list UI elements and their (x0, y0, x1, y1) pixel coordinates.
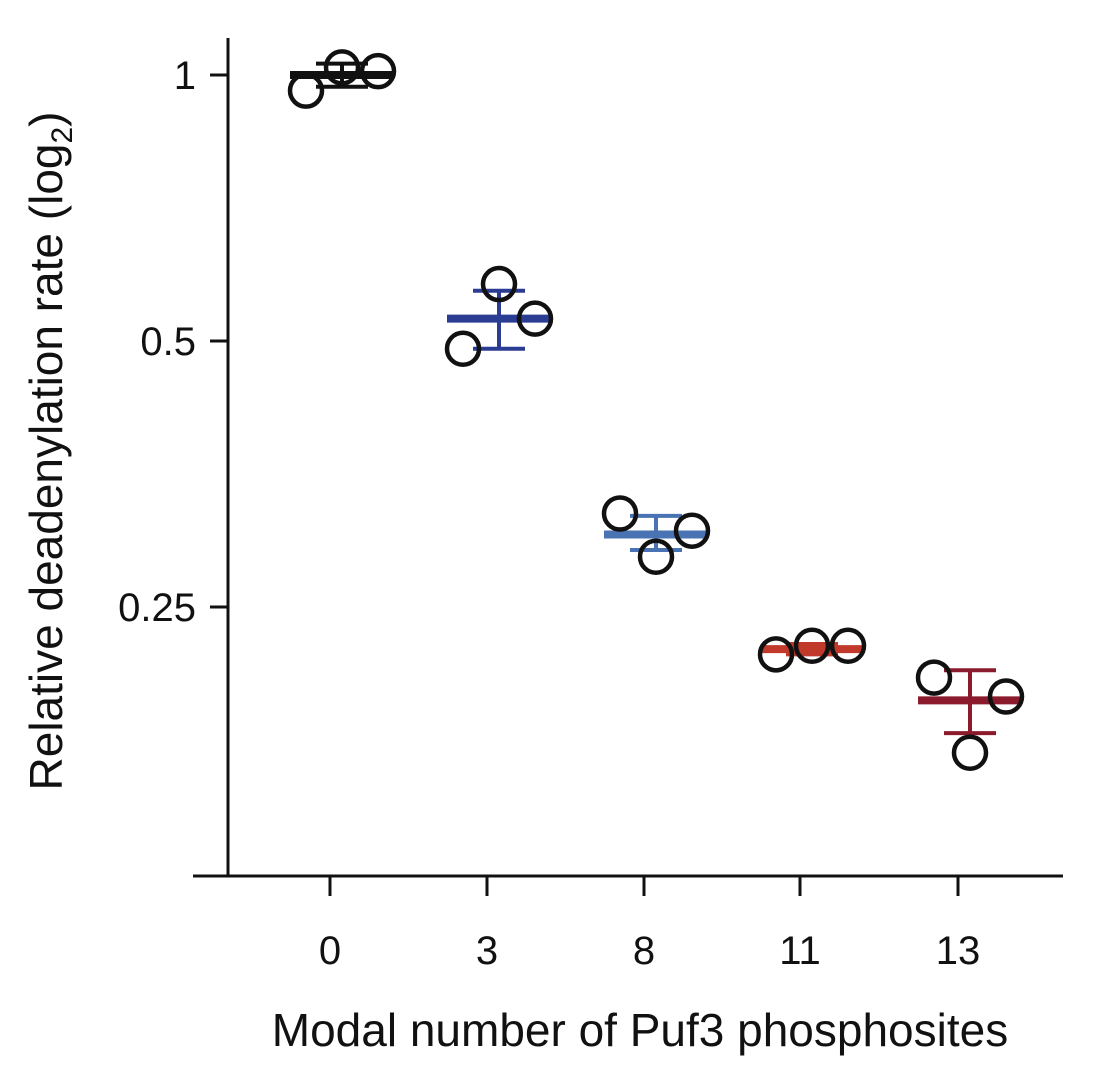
x-tick-label: 11 (779, 929, 821, 973)
group-3 (444, 265, 554, 368)
data-point (323, 49, 361, 86)
group-11 (757, 627, 867, 673)
x-tick-label: 13 (936, 929, 981, 973)
x-tick-label: 3 (476, 929, 498, 973)
data-point (444, 330, 482, 368)
group-13 (915, 659, 1025, 771)
y-axis-title-main: Relative deadenylation rate (log (20, 144, 72, 791)
data-point (915, 659, 953, 696)
data-point (793, 627, 831, 664)
data-point (287, 72, 325, 109)
y-tick-label: 0.25 (118, 586, 196, 630)
data-point (516, 300, 554, 337)
data-groups (287, 49, 1025, 771)
y-tick-label: 1 (174, 54, 196, 98)
y-tick-label: 0.5 (140, 320, 196, 364)
group-8 (601, 495, 711, 575)
data-point (829, 627, 867, 664)
data-point (480, 265, 518, 303)
data-point (601, 495, 639, 532)
group-0 (287, 49, 397, 109)
data-point (637, 538, 675, 575)
data-point (987, 678, 1025, 715)
y-axis-title-subscript: 2 (46, 127, 79, 144)
data-point (359, 52, 397, 90)
x-axis-title: Modal number of Puf3 phosphosites (272, 1004, 1008, 1056)
x-tick-label: 0 (319, 929, 341, 973)
y-ticks: 1 0.5 0.25 (118, 54, 228, 630)
x-tick-label: 8 (633, 929, 655, 973)
data-point (757, 636, 795, 673)
data-point (951, 734, 989, 771)
data-point (673, 512, 711, 549)
x-ticks: 0 3 8 11 13 (319, 876, 980, 973)
y-axis-title: Relative deadenylation rate (log2) (20, 112, 79, 791)
y-axis-title-close: ) (20, 112, 72, 127)
axes (193, 38, 1063, 878)
